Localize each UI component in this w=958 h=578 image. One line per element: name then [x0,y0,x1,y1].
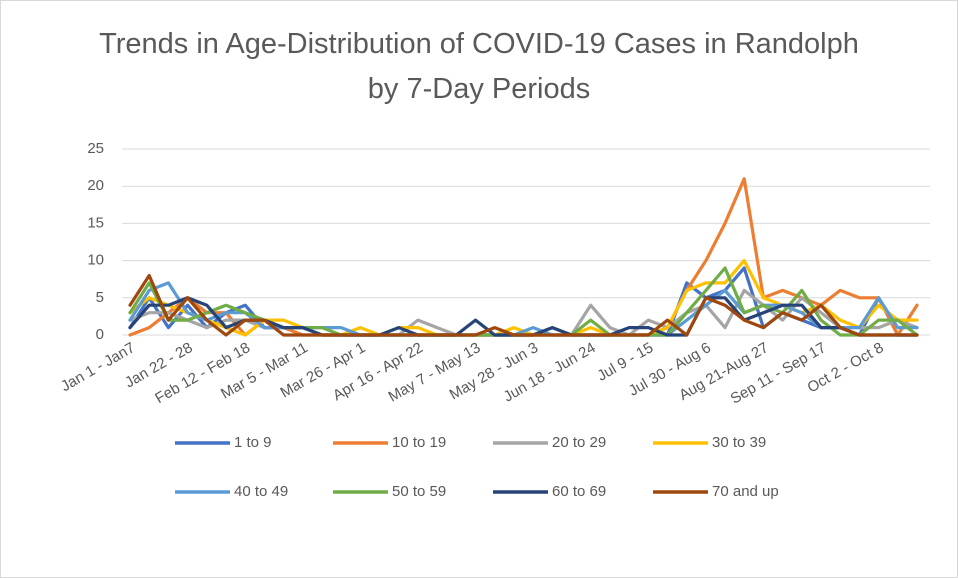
legend-label: 1 to 9 [234,434,272,451]
legend-label: 10 to 19 [392,434,446,451]
series-line [128,273,919,337]
legend-label: 50 to 59 [392,483,446,500]
legend-label: 40 to 49 [234,483,288,500]
y-tick-label: 10 [87,252,104,269]
x-tick-label: Feb 12 - Feb 18 [152,339,253,407]
legend-label: 30 to 39 [712,434,766,451]
y-tick-label: 5 [96,289,104,306]
y-tick-label: 25 [87,140,104,157]
x-tick-label: Jan 1 - Jan7 [58,339,138,395]
y-tick-label: 15 [87,214,104,231]
legend-label: 60 to 69 [552,483,606,500]
chart-title: Trends in Age-Distribution of COVID-19 C… [99,28,859,105]
x-tick-label: Sep 11 - Sep 17 [728,339,829,407]
legend-label: 70 and up [712,483,779,500]
y-tick-label: 0 [96,326,104,343]
y-tick-label: 20 [87,177,104,194]
legend-label: 20 to 29 [552,434,606,451]
